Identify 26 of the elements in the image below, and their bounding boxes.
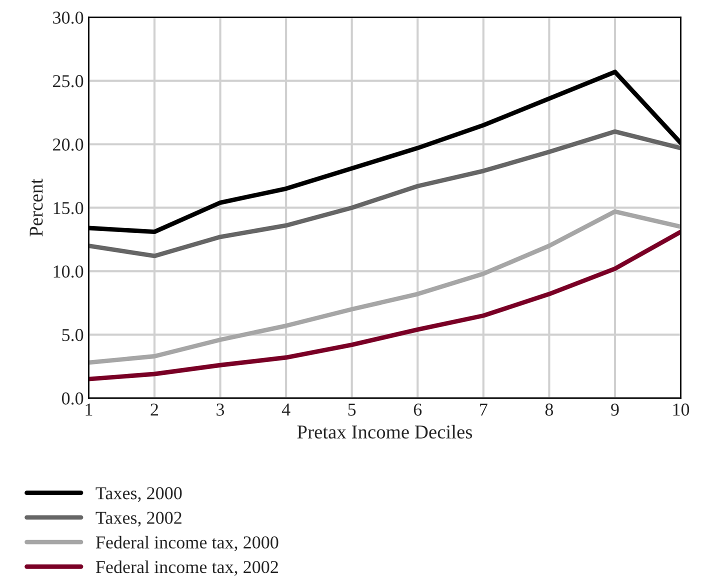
legend-label: Taxes, 2002 [96,512,182,527]
x-tick-label: 4 [282,404,290,416]
legend-label: Federal income tax, 2000 [96,536,278,552]
x-tick-label: 6 [414,404,422,416]
x-tick-label: 10 [673,404,690,416]
y-tick-label: 0.0 [62,392,84,405]
line-series [88,209,681,365]
legend-label: Taxes, 2000 [96,487,182,502]
y-tick-label: 25.0 [53,75,84,88]
y-tick-label: 15.0 [54,202,84,214]
line-series [88,129,681,258]
x-tick-label: 9 [611,404,619,416]
x-axis-title: Pretax Income Deciles [297,424,472,439]
x-tick-label: 7 [480,404,488,416]
y-tick-label: 20.0 [53,138,84,151]
y-tick-label: 30.0 [53,12,84,24]
x-tick-label: 3 [216,404,224,416]
y-axis-title: Percent [30,178,43,236]
x-tick-label: 1 [86,404,92,416]
y-tick-label: 5.0 [62,328,84,342]
x-tick-label: 5 [348,404,356,416]
x-tick-label: 8 [545,404,554,416]
y-tick-label: 10.0 [54,265,84,278]
x-tick-label: 2 [150,404,158,416]
legend-label: Federal income tax, 2002 [96,560,278,576]
line-series [88,230,681,382]
